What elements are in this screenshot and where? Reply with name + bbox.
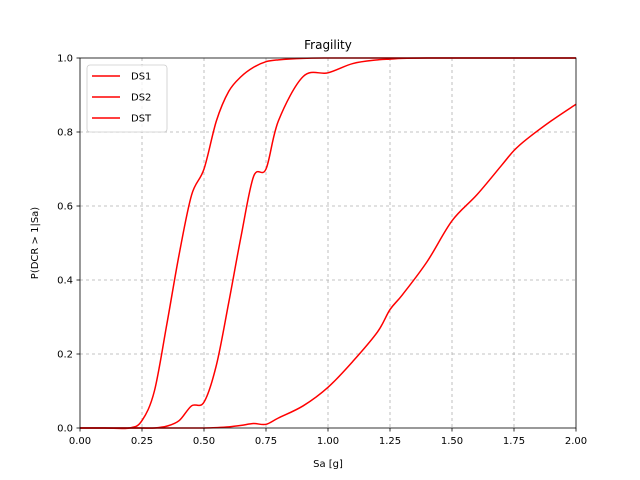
- ticks: 0.00 0.25 0.50 0.75 1.00 1.25 1.50 1.75 2.00 0.0 0…: [57, 54, 587, 448]
- y-tick-label: 0.0: [57, 424, 73, 435]
- x-tick-label: 0.50: [193, 436, 215, 447]
- x-tick-label: 1.75: [503, 436, 525, 447]
- x-tick-label: 1.25: [379, 436, 401, 447]
- legend: DS1 DS2 DST: [86, 64, 168, 133]
- x-tick-label: 0.75: [255, 436, 277, 447]
- y-tick-label: 1.0: [57, 54, 73, 65]
- y-tick-label: 0.4: [57, 276, 73, 287]
- x-tick-label: 0.00: [69, 436, 91, 447]
- x-tick-label: 0.25: [131, 436, 153, 447]
- legend-label-ds1: DS1: [131, 72, 151, 83]
- y-tick-label: 0.8: [57, 128, 73, 139]
- legend-label-dst: DST: [131, 114, 152, 125]
- chart-title: Fragility: [304, 38, 352, 52]
- y-tick-label: 0.2: [57, 350, 73, 361]
- y-axis-label: P(DCR > 1|Sa): [30, 207, 41, 280]
- legend-box: [86, 64, 168, 133]
- y-tick-label: 0.6: [57, 202, 73, 213]
- x-tick-label: 2.00: [565, 436, 587, 447]
- x-tick-label: 1.00: [317, 436, 339, 447]
- legend-label-ds2: DS2: [131, 93, 151, 104]
- x-tick-label: 1.50: [441, 436, 463, 447]
- x-axis-label: Sa [g]: [313, 459, 343, 470]
